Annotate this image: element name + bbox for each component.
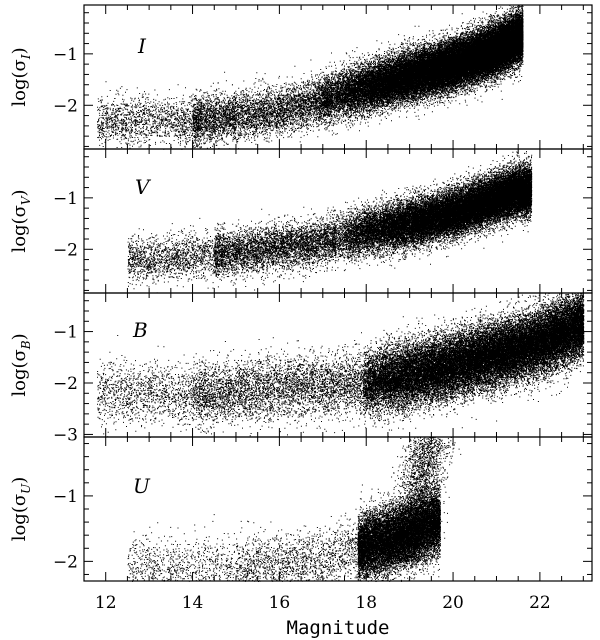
y-tick-label: −1 <box>53 189 78 209</box>
y-tick-label: −2 <box>53 374 78 394</box>
y-axis-label-v: log(σV) <box>9 189 33 252</box>
scatter-points-v <box>127 151 533 294</box>
y-axis-label-u: log(σU) <box>9 477 33 542</box>
y-tick-label: −2 <box>53 552 78 572</box>
panel-u <box>127 437 462 582</box>
band-label-b: B <box>132 318 148 342</box>
y-tick-label: −1 <box>53 323 78 343</box>
y-tick-label: −3 <box>53 425 78 445</box>
x-tick-label: 20 <box>442 593 464 613</box>
band-label-v: V <box>135 175 152 199</box>
panel-i <box>97 5 524 150</box>
axis-ticks <box>84 5 592 581</box>
y-tick-label: −2 <box>53 96 78 116</box>
y-tick-label: −1 <box>53 487 78 507</box>
y-tick-label: −2 <box>53 240 78 260</box>
y-tick-label: −1 <box>53 45 78 65</box>
x-tick-label: 22 <box>529 593 551 613</box>
panel-frame-u <box>83 436 593 582</box>
x-tick-label: 18 <box>355 593 377 613</box>
x-tick-label: 12 <box>95 593 117 613</box>
band-label-i: I <box>137 34 147 58</box>
tick-labels: 12 14 16 18 20 22 −2 −1 −2 −1 −3 −2 −1 −2 −1 <box>53 45 551 613</box>
scatter-points-b <box>97 293 585 438</box>
scatter-points-u <box>127 437 462 582</box>
band-label-u: U <box>133 474 151 498</box>
x-tick-label: 14 <box>182 593 204 613</box>
x-axis-title: Magnitude <box>287 617 390 639</box>
x-tick-label: 16 <box>269 593 291 613</box>
panel-b <box>97 293 585 438</box>
y-axis-label-b: log(σB) <box>9 333 33 396</box>
scatter-points-i <box>97 5 524 150</box>
y-axis-label-i: log(σI) <box>9 47 33 106</box>
panel-v <box>127 151 533 294</box>
